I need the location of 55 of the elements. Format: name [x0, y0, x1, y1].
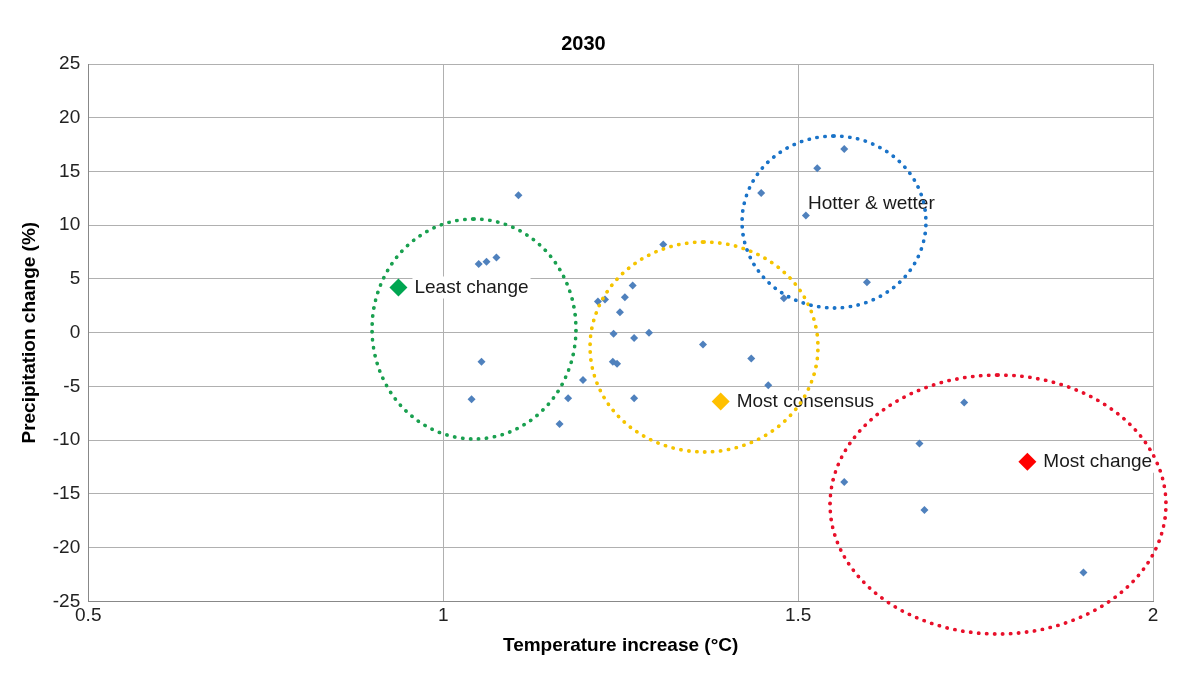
point	[477, 357, 486, 366]
point	[779, 294, 788, 303]
point	[1079, 568, 1088, 577]
point	[564, 394, 573, 403]
point	[862, 278, 871, 287]
point	[620, 293, 629, 302]
x-tick-label: 1	[437, 604, 449, 626]
point	[840, 144, 849, 153]
y-tick-label: -5	[63, 374, 81, 396]
point	[579, 375, 588, 384]
y-tick-label: -15	[52, 482, 81, 504]
point	[514, 191, 523, 200]
point	[613, 359, 622, 368]
point	[840, 478, 849, 487]
point	[492, 253, 501, 262]
x-tick-label: 1.5	[784, 604, 812, 626]
point	[615, 308, 624, 317]
y-tick-label: -20	[52, 535, 81, 557]
point	[764, 381, 773, 390]
y-tick-label: 0	[69, 320, 81, 342]
point	[757, 188, 766, 197]
chart-title: 2030	[561, 31, 606, 54]
y-tick-label: 10	[59, 213, 81, 235]
point	[630, 334, 639, 343]
point	[960, 398, 969, 407]
point	[482, 257, 491, 266]
point	[711, 392, 730, 411]
y-tick-label: 5	[69, 267, 81, 289]
annotation: Most consensus	[736, 389, 875, 411]
point	[747, 354, 756, 363]
x-axis-title: Temperature increase (°C)	[502, 633, 739, 655]
point	[628, 281, 637, 290]
x-tick-label: 2	[1147, 604, 1159, 626]
y-tick-label: 15	[59, 159, 81, 181]
y-tick-label: -10	[52, 428, 81, 450]
y-tick-label: 25	[59, 52, 81, 74]
y-tick-label: 20	[59, 105, 81, 127]
annotation: Most change	[1043, 449, 1153, 471]
point	[920, 506, 929, 515]
point	[659, 240, 668, 249]
point	[1018, 452, 1037, 471]
point	[813, 164, 822, 173]
point	[474, 259, 483, 268]
annotation: Hotter & wetter	[808, 192, 936, 214]
point	[915, 439, 924, 448]
point	[698, 340, 707, 349]
annotation: Least change	[414, 275, 529, 297]
point	[467, 395, 476, 404]
point	[555, 420, 564, 429]
point	[645, 328, 654, 337]
point	[801, 211, 810, 220]
point	[630, 394, 639, 403]
point	[609, 329, 618, 338]
y-axis-title: Precipitation change (%)	[17, 221, 39, 444]
point	[389, 278, 408, 297]
